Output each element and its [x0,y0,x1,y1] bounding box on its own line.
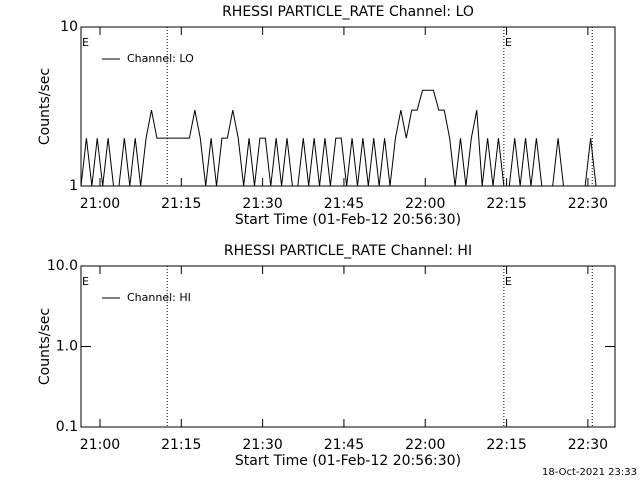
x-tick-label: 22:15 [486,196,526,212]
y-tick-label: 0.1 [56,419,78,435]
y-tick-label: 1.0 [56,339,78,355]
footer: 18-Oct-2021 23:33 [542,467,637,478]
plot-frame [80,26,616,187]
y-tick-label: 1 [69,178,78,194]
x-tick-label: 21:00 [80,196,120,212]
y-tick-label: 10.0 [47,258,78,274]
chart-title: RHESSI PARTICLE_RATE Channel: LO [222,4,474,20]
y-tick-label: 10 [60,19,78,35]
x-tick-label: 21:00 [80,437,120,453]
x-tick-label: 21:30 [242,437,282,453]
series-line [80,89,607,187]
legend-label: Channel: HI [127,291,191,304]
y-axis-label: Counts/sec [37,308,53,385]
chart-title: RHESSI PARTICLE_RATE Channel: HI [224,243,472,259]
x-tick-label: 21:30 [242,196,282,212]
x-tick-label: 21:15 [161,437,201,453]
event-label: E [505,275,512,288]
x-tick-label: 21:45 [324,196,364,212]
x-tick-label: 21:15 [161,196,201,212]
legend-label: Channel: LO [127,52,194,65]
event-label: E [82,36,89,49]
event-label: E [505,36,512,49]
x-tick-label: 22:30 [568,437,608,453]
x-tick-label: 21:45 [324,437,364,453]
x-axis-label: Start Time (01-Feb-12 20:56:30) [235,212,461,228]
event-label: E [82,275,89,288]
y-axis-label: Counts/sec [37,68,53,145]
x-tick-label: 22:00 [405,196,445,212]
x-tick-label: 22:00 [405,437,445,453]
x-tick-label: 22:30 [568,196,608,212]
x-axis-label: Start Time (01-Feb-12 20:56:30) [235,453,461,469]
x-tick-label: 22:15 [486,437,526,453]
